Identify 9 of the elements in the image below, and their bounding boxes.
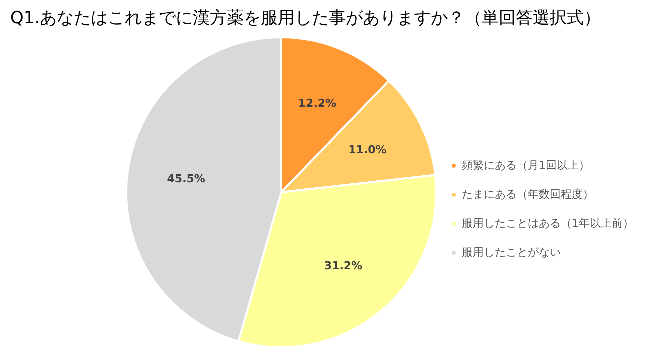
data-label: 11.0% (348, 144, 387, 157)
data-label: 45.5% (167, 172, 206, 186)
data-label: 12.2% (298, 96, 337, 110)
legend-label: たまにある（年数回程度） (462, 187, 594, 202)
legend-label: 服用したことはある（1年以上前） (462, 216, 634, 231)
data-label: 31.2% (324, 259, 363, 272)
legend-label: 頻繁にある（月1回以上） (462, 158, 590, 173)
chart-title: Q1.あなたはこれまでに漢方薬を服用した事がありますか？（単回答選択式） (10, 8, 602, 28)
legend-label: 服用したことがない (462, 245, 561, 260)
